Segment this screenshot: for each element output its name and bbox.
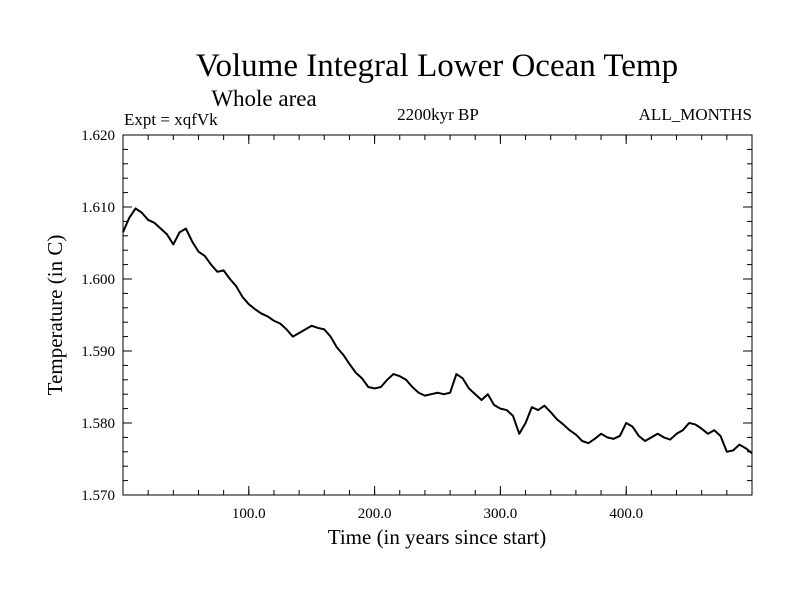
y-tick-label: 1.590: [81, 344, 115, 360]
x-axis: 100.0 200.0 300.0 400.0: [147, 135, 728, 522]
period-label: 2200kyr BP: [397, 105, 479, 124]
x-tick-label: 100.0: [232, 506, 266, 522]
y-axis-label: Temperature (in C): [43, 235, 67, 396]
chart-subtitle: Whole area: [211, 86, 316, 111]
expt-label: Expt = xqfVk: [124, 110, 218, 129]
y-tick-label: 1.610: [81, 200, 115, 216]
x-tick-label: 200.0: [358, 506, 392, 522]
x-tick-label: 300.0: [484, 506, 518, 522]
plot-frame: [122, 134, 753, 496]
x-axis-label: Time (in years since start): [328, 525, 547, 549]
x-tick-label: 400.0: [609, 506, 643, 522]
series-line: [122, 207, 753, 455]
months-label: ALL_MONTHS: [639, 105, 752, 124]
chart-title: Volume Integral Lower Ocean Temp: [196, 48, 678, 84]
y-tick-label: 1.580: [81, 416, 115, 432]
y-tick-label: 1.620: [81, 128, 115, 144]
y-axis: 1.570 1.580 1.590 1.600 1.610 1.620: [81, 128, 752, 504]
y-tick-label: 1.570: [81, 488, 115, 504]
y-tick-label: 1.600: [81, 272, 115, 288]
